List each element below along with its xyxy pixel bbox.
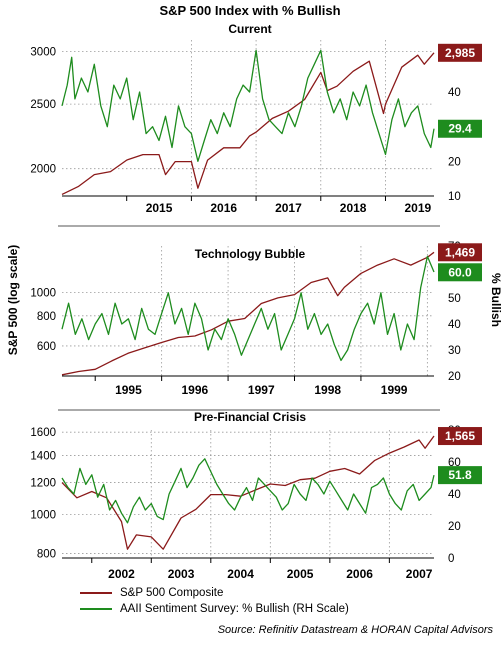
panel-1-x-tick-0: 2015 [146, 201, 173, 215]
panel-1-x-tick-1: 2016 [210, 201, 237, 215]
panel-3-x-tick-1: 2003 [168, 567, 195, 581]
panel-1-sp500-line [61, 52, 435, 195]
panel-2-sp500-line [61, 251, 435, 376]
panel-1-left-tick-0: 2000 [30, 164, 56, 176]
panel-2-x-tick-2: 1997 [248, 383, 275, 397]
panel-3-left-tick-2: 1200 [30, 478, 56, 490]
panel-1-aaii-badge-bg [438, 119, 482, 138]
panel-2-x-tick-3: 1998 [314, 383, 341, 397]
panel-2-x-tick-1: 1996 [182, 383, 209, 397]
panel-2-right-tick-3: 50 [448, 293, 461, 305]
panel-2-sp500-badge: 1,469 [445, 245, 475, 259]
panel-3-right-tick-2: 40 [448, 489, 461, 501]
panel-2-x-tick-4: 1999 [381, 383, 408, 397]
panel-2-aaii-line [61, 255, 435, 362]
right-axis-title: % Bullish [489, 273, 501, 327]
panel-3-sp500-line [61, 435, 435, 550]
legend-label-sp500: S&P 500 Composite [120, 587, 224, 599]
panel-1-x-tick-4: 2019 [404, 201, 431, 215]
panel-2-aaii-badge: 60.0 [448, 265, 472, 279]
panel-1-x-tick-3: 2018 [340, 201, 367, 215]
panel-2-left-tick-2: 1000 [30, 288, 56, 300]
panel-3-sp500-badge: 1,565 [445, 429, 475, 443]
panel-1-sp500-badge-bg [438, 43, 482, 62]
panel-2-left-tick-0: 600 [37, 341, 56, 353]
panel-3-right-tick-1: 20 [448, 521, 461, 533]
panel-1-right-tick-3: 40 [448, 87, 461, 99]
panel-3-x-tick-4: 2006 [346, 567, 373, 581]
panel-1-left-tick-1: 2500 [30, 99, 56, 111]
legend-item-sp500: S&P 500 Composite [80, 585, 349, 601]
panel-1-right-tick-0: 10 [448, 191, 461, 203]
panel-2-x-tick-0: 1995 [115, 383, 142, 397]
legend-label-aaii: AAII Sentiment Survey: % Bullish (RH Sca… [120, 603, 349, 615]
panel-2-sp500-badge-bg [438, 243, 482, 262]
panel-2-subtitle: Technology Bubble [195, 247, 306, 261]
panel-3-aaii-badge: 51.8 [448, 468, 472, 482]
panel-3-aaii-badge-bg [438, 466, 482, 485]
legend-swatch-sp500 [80, 592, 112, 594]
panel-2-aaii-badge-bg [438, 263, 482, 282]
panel-3-left-tick-0: 800 [37, 549, 56, 561]
panel-1-aaii-badge: 29.4 [448, 122, 472, 136]
panel-3-left-tick-1: 1000 [30, 509, 56, 521]
panel-2-right-tick-0: 20 [448, 371, 461, 383]
panel-3-right-tick-0: 0 [448, 553, 454, 565]
panel-1-sp500-badge: 2,985 [445, 46, 475, 60]
panel-1-x-tick-2: 2017 [275, 201, 302, 215]
panel-3-subtitle: Pre-Financial Crisis [194, 410, 306, 424]
legend: S&P 500 Composite AAII Sentiment Survey:… [80, 585, 349, 617]
panel-3-left-tick-4: 1600 [30, 427, 56, 439]
panel-3-right-tick-3: 60 [448, 457, 461, 469]
panel-1-aaii-line [61, 49, 435, 162]
panel-1-left-tick-2: 3000 [30, 46, 56, 58]
panel-2-right-tick-2: 40 [448, 319, 461, 331]
panel-1-subtitle: Current [228, 22, 271, 36]
panel-3-x-tick-0: 2002 [108, 567, 135, 581]
legend-swatch-aaii [80, 608, 112, 610]
panel-3-sp500-badge-bg [438, 427, 482, 446]
panel-3-aaii-line [61, 458, 435, 524]
panel-1-right-tick-1: 20 [448, 156, 461, 168]
panel-3-x-tick-5: 2007 [406, 567, 433, 581]
panel-2-left-tick-1: 800 [37, 311, 56, 323]
panel-3-x-tick-2: 2004 [227, 567, 254, 581]
panel-2-right-tick-1: 30 [448, 345, 461, 357]
left-axis-title: S&P 500 (log scale) [6, 245, 20, 356]
source-note: Source: Refinitiv Datastream & HORAN Cap… [217, 624, 493, 636]
panel-3-left-tick-3: 1400 [30, 451, 56, 463]
chart-title: S&P 500 Index with % Bullish [159, 3, 340, 18]
panel-3-x-tick-3: 2005 [287, 567, 314, 581]
legend-item-aaii: AAII Sentiment Survey: % Bullish (RH Sca… [80, 601, 349, 617]
